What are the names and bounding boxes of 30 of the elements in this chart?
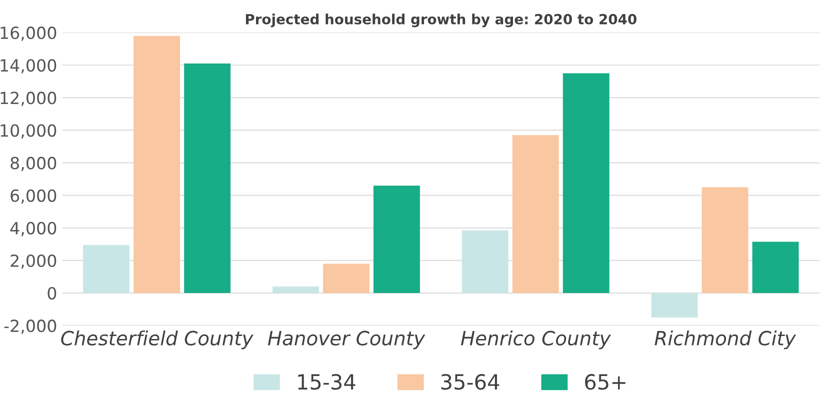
y-tick-label: 10,000	[0, 124, 56, 139]
y-tick-label: 8,000	[10, 156, 56, 172]
x-tick-label: Henrico County	[460, 330, 611, 350]
chart-title: Projected household growth by age: 2020 to 2040	[246, 14, 636, 28]
y-tick-label: 12,000	[0, 92, 56, 106]
legend-label: 65+	[585, 374, 626, 390]
bar	[462, 230, 508, 294]
y-tick-label: 16,000	[0, 26, 56, 41]
bar	[752, 242, 799, 294]
bar	[83, 245, 130, 294]
bar	[562, 73, 610, 294]
bar	[373, 186, 420, 294]
bar	[272, 286, 319, 294]
legend-label: 15-34	[298, 374, 356, 390]
y-tick-label: 2,000	[10, 254, 56, 269]
bar	[322, 264, 370, 294]
y-tick-label: -2,000	[4, 320, 56, 334]
x-tick-label: Richmond City	[654, 330, 796, 350]
bar	[651, 293, 698, 318]
y-tick-label: 4,000	[10, 222, 56, 236]
bar	[134, 36, 180, 294]
legend-label: 35-64	[441, 374, 500, 390]
bar	[702, 187, 748, 294]
y-tick-label: 0	[48, 287, 56, 300]
bar	[184, 63, 231, 294]
x-tick-label: Chesterfield County	[61, 330, 254, 350]
x-tick-label: Hanover County	[268, 330, 426, 350]
bar	[512, 135, 559, 294]
y-tick-label: 6,000	[10, 189, 56, 204]
y-tick-label: 14,000	[0, 59, 56, 74]
